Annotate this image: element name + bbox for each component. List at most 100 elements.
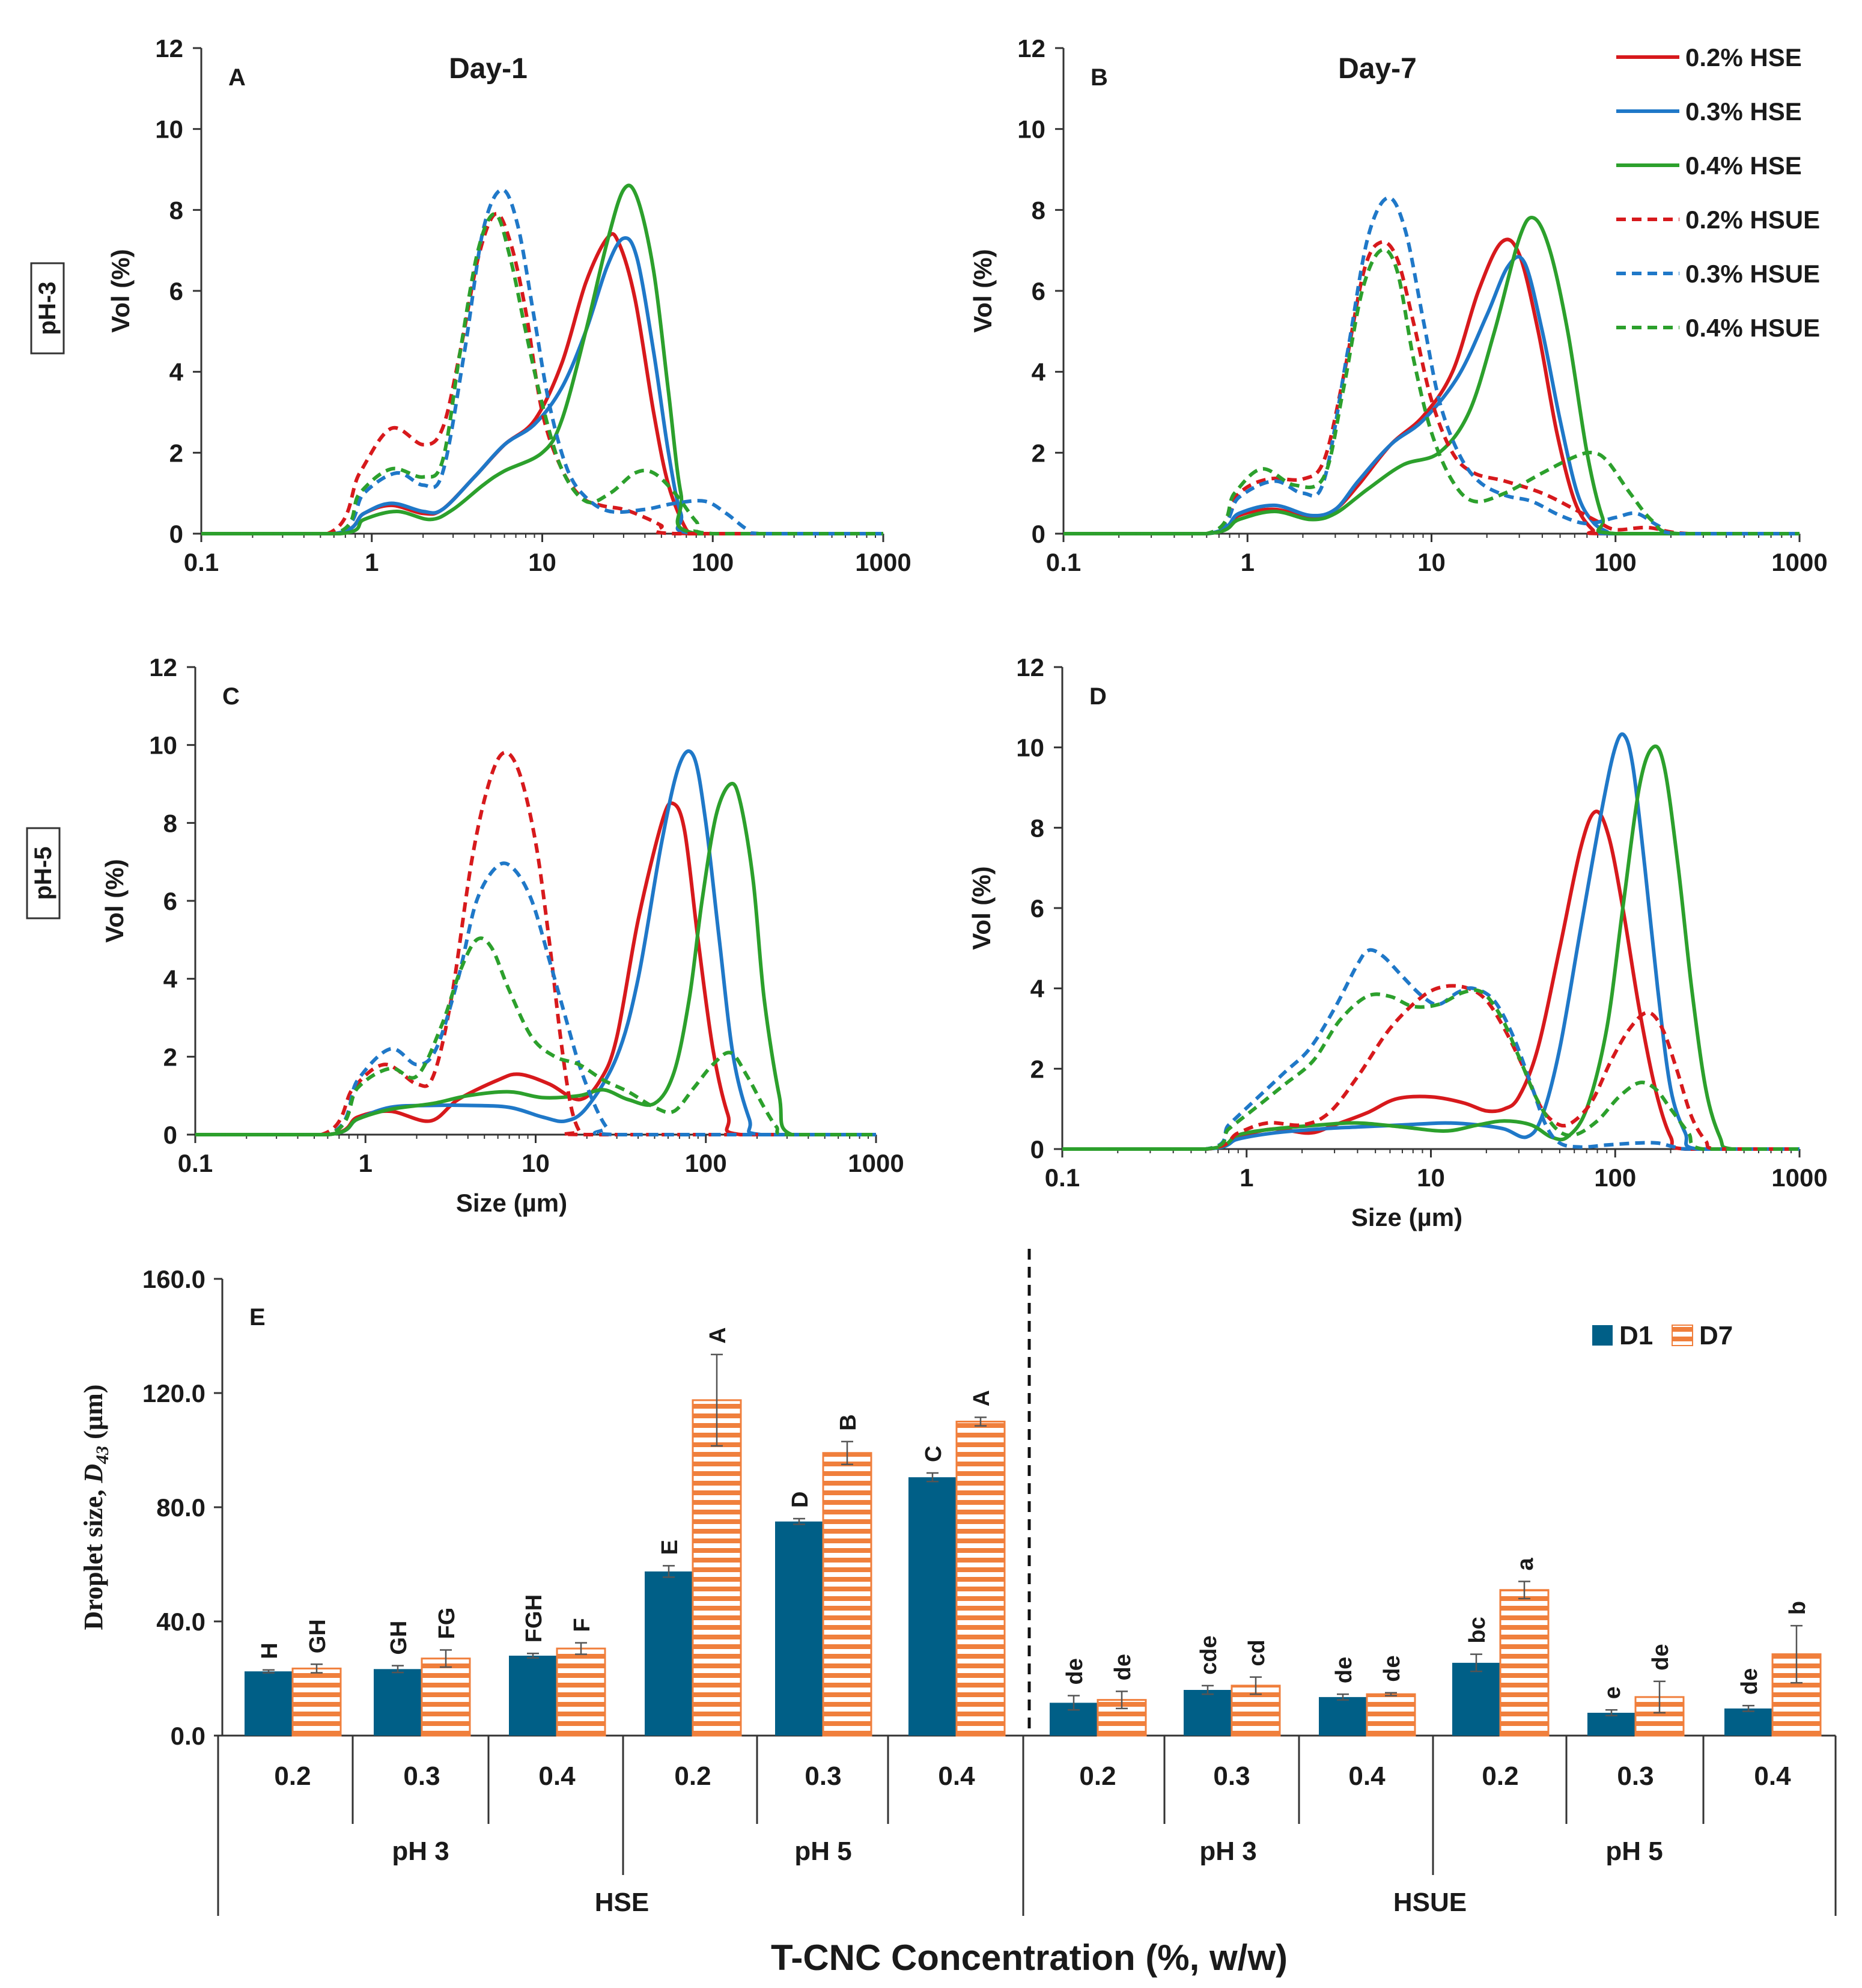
y-tick-label: 10 xyxy=(1016,734,1044,762)
sig-label-d7: de xyxy=(1648,1644,1673,1670)
error-bar xyxy=(440,1649,452,1668)
bar-group: bc a 0.2 xyxy=(1452,1558,1550,1791)
bar-d1 xyxy=(374,1669,422,1736)
curve-0-4-hsue xyxy=(1063,248,1800,536)
bar-group: E A 0.2 xyxy=(645,1327,742,1791)
curve-0-4-hse xyxy=(1062,744,1800,1151)
row-label-ph3-text: pH-3 xyxy=(34,282,61,335)
concentration-label: 0.2 xyxy=(674,1761,711,1791)
y-tick-label: 12 xyxy=(149,653,177,681)
x-tick-label: 10 xyxy=(1417,548,1446,576)
y-tick-label: 6 xyxy=(1030,894,1044,922)
y-tick-label: 2 xyxy=(163,1043,177,1071)
error-bar xyxy=(392,1665,404,1674)
legend-item: 0.2% HSUE xyxy=(1616,206,1820,234)
concentration-label: 0.3 xyxy=(805,1761,841,1791)
y-tick-label: 6 xyxy=(163,887,177,915)
bar-d1 xyxy=(1587,1713,1635,1736)
x-tick-label: 1 xyxy=(359,1149,373,1177)
y-tick-label: 4 xyxy=(163,965,178,993)
panel-title: Day-7 xyxy=(1338,53,1417,85)
sig-label-d1: e xyxy=(1600,1686,1625,1699)
curve-0-3-hsue xyxy=(195,861,876,1137)
error-bar xyxy=(1742,1704,1754,1712)
y-tick-label: 4 xyxy=(1030,975,1045,1003)
y-tick-label: 10 xyxy=(149,731,177,760)
x-axis-label: Size (µm) xyxy=(1351,1203,1462,1231)
concentration-label: 0.4 xyxy=(1754,1761,1791,1791)
legend-label: 0.2% HSUE xyxy=(1685,206,1820,234)
x-tick-label: 100 xyxy=(692,548,734,576)
panel-letter: B xyxy=(1091,64,1108,91)
concentration-label: 0.3 xyxy=(1617,1761,1654,1791)
legend-label: 0.2% HSE xyxy=(1685,43,1802,72)
y-axis-label: Vol (%) xyxy=(100,859,129,942)
sig-label-d1: H xyxy=(257,1642,282,1659)
ph-label: pH 5 xyxy=(1605,1837,1663,1866)
sig-label-d7: a xyxy=(1513,1558,1538,1571)
bar-legend-item-d7: D7 xyxy=(1672,1321,1733,1350)
sig-label-d7: de xyxy=(1380,1655,1405,1682)
sig-label-d7: A xyxy=(705,1327,731,1343)
bar-d1 xyxy=(1319,1697,1367,1736)
x-tick-label: 10 xyxy=(1417,1163,1445,1192)
bar-legend-label: D1 xyxy=(1619,1321,1653,1350)
bar-d7 xyxy=(692,1399,742,1737)
sig-label-d7: GH xyxy=(305,1619,330,1653)
curve-0-3-hsue xyxy=(1063,196,1800,536)
curve-0-2-hse xyxy=(201,232,883,536)
concentration-label: 0.4 xyxy=(938,1761,975,1791)
curve-0-3-hsue xyxy=(201,188,883,536)
curve-0-4-hsue xyxy=(201,212,883,536)
curve-0-2-hsue xyxy=(195,751,876,1137)
y-tick-label: 6 xyxy=(169,277,183,305)
sig-label-d7: cd xyxy=(1244,1639,1270,1666)
bar-legend-item-d1: D1 xyxy=(1592,1321,1653,1350)
bar-group: D B 0.3 xyxy=(775,1414,872,1791)
bar-d7 xyxy=(556,1647,606,1737)
curve-0-4-hsue xyxy=(1062,988,1800,1151)
y-tick-label: 0 xyxy=(169,520,183,548)
sig-label-d1: cde xyxy=(1196,1635,1222,1674)
y-tick-label: 10 xyxy=(1017,115,1045,144)
y-tick-label: 8 xyxy=(163,809,177,837)
sig-label-d7: FG xyxy=(434,1608,460,1639)
error-bar xyxy=(527,1652,539,1659)
error-bar xyxy=(1791,1624,1803,1684)
curve-0-4-hse xyxy=(195,781,876,1137)
legend: 0.2% HSE 0.3% HSE 0.4% HSE 0.2% HSUE 0.3% HS… xyxy=(1616,43,1820,342)
bar-group: H GH 0.2 xyxy=(245,1619,342,1791)
x-tick-label: 1 xyxy=(1241,548,1255,576)
legend-item: 0.2% HSE xyxy=(1616,43,1802,72)
bar-legend-label: D7 xyxy=(1699,1321,1733,1350)
x-tick-label: 0.1 xyxy=(184,548,219,576)
concentration-label: 0.2 xyxy=(1482,1761,1518,1791)
legend-item: 0.4% HSUE xyxy=(1616,314,1820,342)
panel-d: 0 2 4 6 8 10 12 0.1 1 10 100 1000 Vol (%) Size (µm) D xyxy=(967,653,1828,1231)
bar-legend-swatch xyxy=(1592,1325,1613,1346)
sig-label-d1: D xyxy=(788,1492,813,1508)
sig-label-d7: F xyxy=(570,1618,595,1632)
error-bar xyxy=(663,1565,675,1578)
panel-c: 0 2 4 6 8 10 12 0.1 1 10 100 1000 Vol (%) Size (µm) C xyxy=(100,653,904,1217)
bar-x-axis-title: T-CNC Concentration (%, w/w) xyxy=(771,1938,1288,1978)
y-tick-label: 8 xyxy=(1030,814,1044,842)
y-tick-label: 0 xyxy=(1032,520,1045,548)
error-bar xyxy=(975,1416,987,1427)
x-tick-label: 1000 xyxy=(1771,548,1827,576)
bar-group: e de 0.3 xyxy=(1587,1644,1685,1791)
bar-d7 xyxy=(955,1421,1006,1737)
bar-d7 xyxy=(1366,1693,1416,1737)
curve-0-3-hse xyxy=(201,236,883,536)
legend-label: 0.3% HSE xyxy=(1685,97,1802,126)
curve-0-2-hse xyxy=(1063,237,1800,536)
y-tick-label: 8 xyxy=(1032,196,1045,224)
sig-label-d7: A xyxy=(969,1390,994,1406)
y-axis-label: Vol (%) xyxy=(106,249,135,332)
y-tick-label: 2 xyxy=(1032,439,1045,467)
sig-label-d1: E xyxy=(657,1540,683,1555)
bar-d1 xyxy=(1724,1708,1772,1736)
row-label-ph3: pH-3 xyxy=(30,262,65,355)
concentration-label: 0.2 xyxy=(274,1761,311,1791)
